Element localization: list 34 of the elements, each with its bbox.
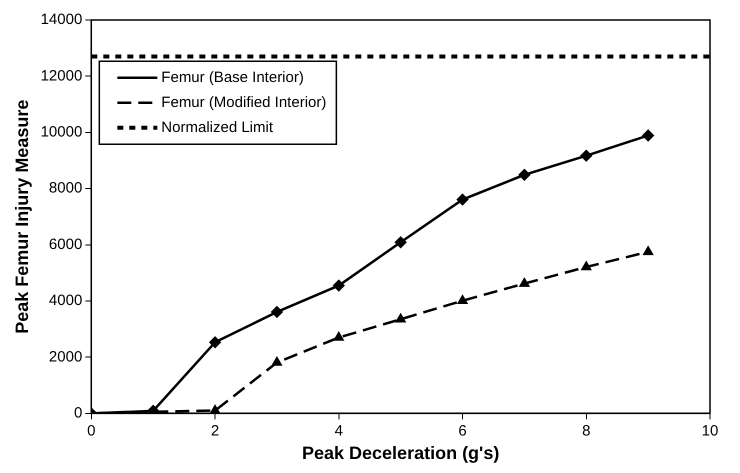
x-tick-label: 4 [334, 422, 343, 440]
point [581, 261, 592, 270]
legend-label: Normalized Limit [161, 118, 274, 136]
point [395, 313, 406, 323]
point [642, 246, 654, 256]
x-tick-label: 0 [87, 422, 96, 440]
point [519, 278, 530, 287]
y-tick-label: 12000 [40, 67, 82, 84]
y-tick-label: 4000 [48, 292, 82, 310]
y-tick-label: 14000 [40, 11, 82, 28]
point [580, 150, 592, 162]
y-tick-label: 6000 [48, 236, 82, 253]
point [456, 194, 469, 206]
legend-label: Femur (Modified Interior) [161, 94, 326, 111]
y-tick-label: 0 [74, 404, 82, 422]
point [334, 332, 344, 341]
legend-label: Femur (Base Interior) [161, 68, 304, 86]
point [270, 306, 283, 318]
x-tick-label: 2 [210, 422, 220, 440]
y-tick-label: 10000 [40, 124, 82, 141]
point [209, 336, 222, 348]
point [642, 129, 654, 142]
point [394, 236, 407, 248]
y-tick-label: 2000 [48, 348, 82, 366]
x-tick-label: 10 [702, 422, 718, 440]
point [332, 280, 345, 292]
x-tick-label: 8 [582, 422, 590, 440]
point [457, 294, 468, 304]
point [272, 356, 282, 366]
x-tick-label: 6 [458, 422, 467, 440]
y-axis-title: Peak Femur Injury Measure [12, 100, 32, 334]
point [518, 168, 530, 181]
y-tick-label: 8000 [48, 180, 82, 197]
x-axis-title: Peak Deceleration (g's) [302, 443, 500, 464]
